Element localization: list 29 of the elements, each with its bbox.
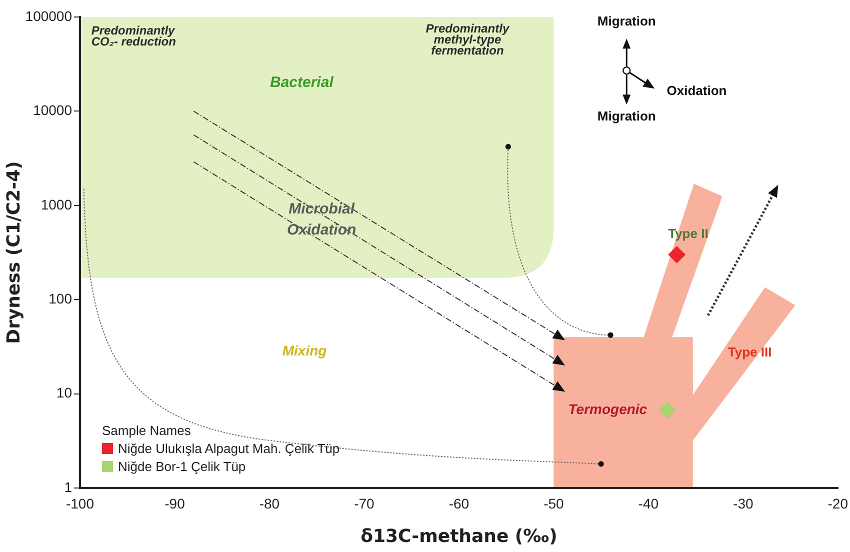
x-tick-label: -30	[733, 495, 754, 512]
x-tick-label: -60	[448, 495, 470, 512]
legend-label: Niğde Bor-1 Çelik Tüp	[118, 459, 246, 474]
annotation: Termogenic	[568, 401, 648, 418]
x-tick-label: -70	[354, 495, 375, 512]
annotation: Migration	[597, 108, 656, 124]
annotation: Mixing	[282, 342, 328, 359]
x-tick-label: -80	[259, 495, 280, 512]
annotation: Bacterial	[270, 74, 334, 91]
annotation: Predominantly methyl-type fermentation	[426, 21, 510, 58]
x-tick-label: -40	[638, 495, 659, 512]
x-tick-label: -20	[828, 495, 848, 512]
annotation: Oxidation	[666, 82, 727, 98]
legend-label: Niğde Ulukışla Alpagut Mah. Çelik Tüp	[118, 441, 340, 456]
y-tick-label: 100	[48, 290, 72, 306]
y-tick-label: 10000	[33, 102, 72, 118]
y-axis-title: Dryness (C1/C2-4)	[3, 161, 24, 344]
annotation: Predominantly CO₂- reduction	[91, 23, 176, 48]
x-tick-label: -90	[164, 495, 186, 512]
annotation: Type III	[728, 344, 772, 360]
x-tick-label: -50	[544, 495, 564, 512]
y-tick-label: 10	[56, 384, 72, 401]
x-axis-title: δ13C-methane (‰)	[360, 526, 558, 547]
y-tick-label: 1000	[40, 196, 72, 212]
annotation: Migration	[597, 13, 656, 28]
legend-title: Sample Names	[102, 423, 192, 438]
y-tick-label: 100000	[25, 8, 72, 24]
x-tick-label: -100	[66, 495, 94, 512]
y-tick-label: 1	[64, 478, 72, 495]
